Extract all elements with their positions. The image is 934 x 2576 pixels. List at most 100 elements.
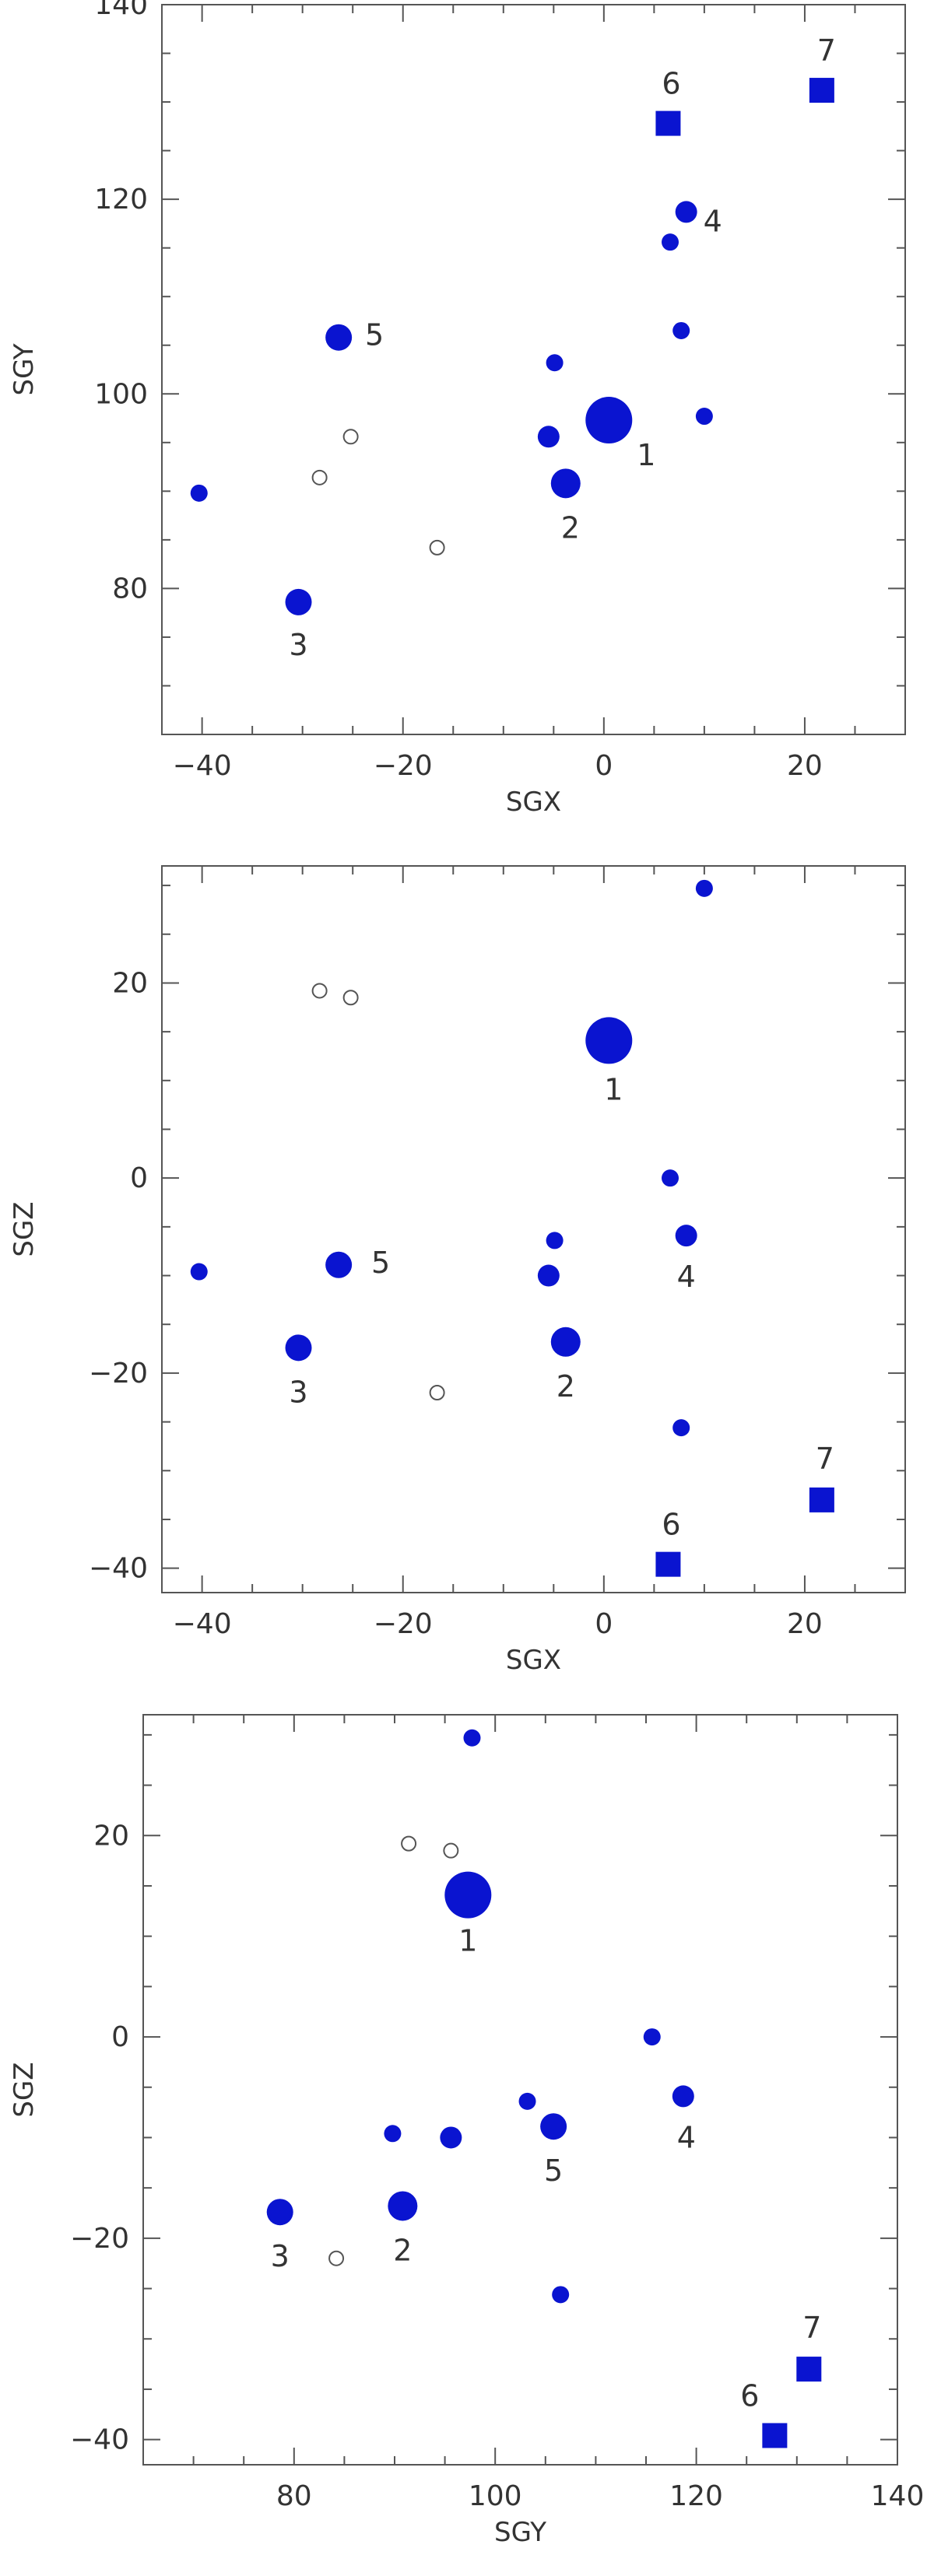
x-tick-label: 100 (469, 2480, 522, 2512)
point-label: 1 (637, 438, 655, 472)
point-label: 3 (289, 1375, 307, 1409)
y-tick-label: 80 (112, 573, 148, 605)
x-tick-label: 0 (595, 750, 613, 782)
y-tick-label: −20 (89, 1358, 148, 1390)
y-tick-label: 20 (112, 967, 148, 999)
data-point (672, 1419, 690, 1437)
data-point (285, 1334, 312, 1362)
x-tick-label: 0 (595, 1608, 613, 1640)
data-point (675, 201, 697, 223)
x-tick-label: 20 (787, 750, 823, 782)
data-point-square (809, 78, 834, 103)
point-label: 1 (458, 1924, 477, 1958)
data-point (537, 1264, 560, 1287)
data-point-square (809, 1487, 834, 1512)
x-tick-label: 80 (276, 2480, 312, 2512)
point-label: 7 (817, 33, 836, 68)
point-label: 2 (557, 1369, 575, 1404)
chart-panel-3: 80 100 120 140 −40 −20 0 20 SGY SGZ 1 2 3 4 5 6 7 (9, 1714, 925, 2548)
x-tick-label: −40 (173, 750, 232, 782)
data-point (550, 1327, 581, 1357)
data-point (518, 2092, 536, 2110)
data-point (552, 2286, 570, 2304)
y-tick-label: 0 (130, 1162, 148, 1194)
data-point-open (311, 469, 328, 485)
plot-frame (161, 865, 906, 1593)
data-point (585, 397, 633, 444)
x-tick-label: −40 (173, 1608, 232, 1640)
y-axis-label: SGZ (9, 1201, 40, 1256)
data-point-square (762, 2423, 788, 2448)
chart-panel-1: −40 −20 0 20 80 100 120 140 SGX SGY 1 2 3 4 5 6 7 (9, 0, 906, 818)
data-point (585, 1017, 633, 1064)
point-label: 3 (289, 628, 307, 662)
x-axis-label: SGX (506, 1645, 561, 1676)
plot-frame (161, 4, 906, 735)
data-point-square (655, 110, 681, 136)
point-label: 6 (662, 1508, 680, 1542)
y-tick-label: −40 (70, 2424, 129, 2456)
data-point-open (429, 1384, 445, 1400)
point-label: 5 (365, 318, 384, 352)
data-point-open (328, 2250, 345, 2266)
x-tick-label: 20 (787, 1608, 823, 1640)
point-label: 5 (371, 1246, 390, 1280)
y-tick-label: −40 (89, 1553, 148, 1585)
y-axis-label: SGZ (9, 2062, 40, 2117)
y-tick-label: 100 (94, 378, 148, 410)
data-point (672, 2085, 694, 2108)
y-tick-label: 20 (93, 1820, 129, 1852)
data-point (546, 354, 564, 372)
y-tick-label: 120 (94, 184, 148, 216)
point-label: 7 (802, 2311, 821, 2345)
plot-frame (142, 1714, 898, 2466)
data-point (266, 2199, 293, 2226)
data-point-open (342, 990, 359, 1006)
data-point (643, 2028, 661, 2046)
point-label: 6 (662, 67, 680, 101)
point-label: 5 (544, 2154, 563, 2188)
data-point (662, 233, 679, 251)
data-point-square (796, 2357, 822, 2382)
y-tick-label: 0 (111, 2021, 129, 2053)
data-point-open (401, 1835, 417, 1852)
data-point (550, 468, 581, 499)
data-point (444, 1871, 492, 1919)
point-label: 1 (604, 1072, 623, 1106)
data-point (695, 879, 713, 897)
data-point-open (311, 983, 328, 999)
point-label: 4 (677, 2120, 696, 2154)
data-point (537, 426, 560, 448)
x-tick-label: −20 (374, 1608, 433, 1640)
data-point (440, 2126, 462, 2149)
x-axis-label: SGY (494, 2517, 546, 2548)
y-tick-label: 140 (94, 0, 148, 21)
chart-panel-2: −40 −20 0 20 −40 −20 0 20 SGX SGZ 1 2 3 4 5 6 7 (9, 865, 906, 1676)
data-point-open (429, 539, 445, 556)
point-label: 7 (816, 1442, 834, 1476)
x-tick-label: 140 (871, 2480, 925, 2512)
data-point (325, 1251, 353, 1278)
data-point (672, 321, 690, 339)
data-point (695, 408, 713, 426)
x-tick-label: −20 (374, 750, 433, 782)
data-point-square (655, 1551, 681, 1577)
data-point (384, 2125, 402, 2143)
y-axis-label: SGY (9, 343, 40, 395)
data-point (540, 2113, 567, 2140)
point-label: 6 (740, 2378, 759, 2413)
data-point (662, 1169, 679, 1187)
x-axis-label: SGX (506, 787, 561, 818)
point-label: 3 (271, 2239, 290, 2273)
point-label: 4 (677, 1260, 696, 1294)
data-point (285, 588, 312, 615)
data-point (190, 484, 208, 502)
data-point-open (443, 1842, 459, 1859)
point-label: 4 (704, 204, 722, 238)
data-point (463, 1729, 481, 1747)
x-tick-label: 120 (669, 2480, 723, 2512)
data-point (325, 324, 353, 351)
data-point (388, 2191, 418, 2221)
point-label: 2 (393, 2233, 412, 2267)
